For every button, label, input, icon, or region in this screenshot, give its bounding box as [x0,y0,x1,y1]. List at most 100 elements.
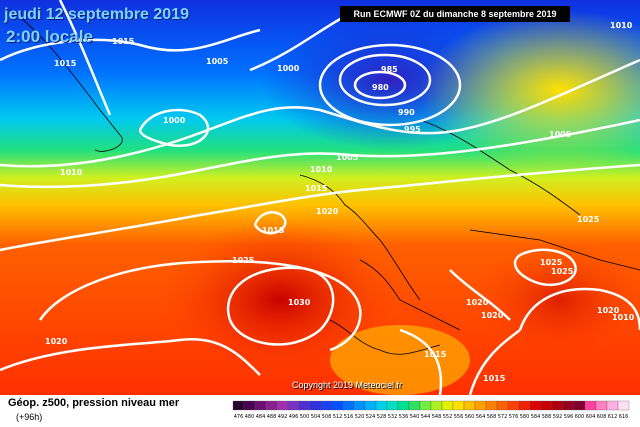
legend-swatch [518,400,531,411]
legend-label: 484 [256,414,266,420]
legend-label: 596 [564,414,574,420]
legend-label: 616 [619,414,629,420]
isobar-label: 1015 [112,37,135,46]
legend-label: 568 [487,414,497,420]
legend-swatch [331,400,344,411]
legend-swatch [573,400,586,411]
isobar-label: 1020 [597,306,620,315]
legend-swatch [408,400,421,411]
legend-swatch [232,400,245,411]
legend-swatch [386,400,399,411]
isobar-label: 1005 [206,57,229,66]
legend-swatch [254,400,267,411]
coastlines [9,9,640,355]
legend-label: 508 [322,414,332,420]
legend-swatch [419,400,432,411]
isobar-label: 1020 [481,311,504,320]
legend-swatch [463,400,476,411]
isobar-label: 980 [372,83,389,92]
legend-swatch [353,400,366,411]
legend-label: 524 [366,414,376,420]
isobar-label: 1025 [540,258,563,267]
legend-label: 532 [388,414,398,420]
legend-swatch [397,400,410,411]
color-legend: 476 480 484 488 492 496 500 504 508 512 516 520 524 5… [232,400,630,420]
isobar-label: 1025 [232,256,255,265]
legend-label: 520 [355,414,365,420]
legend-swatch [496,400,509,411]
isobar-label: 1000 [277,64,300,73]
isobar-label: 1015 [483,374,506,383]
isobar-label: 1005 [336,153,359,162]
isobar-label: 1015 [262,226,285,235]
footer: Géop. z500, pression niveau mer (+96h) 4… [0,395,640,427]
forecast-time: 2:00 locale [6,27,93,46]
legend-swatch [265,400,278,411]
legend-swatch [584,400,597,411]
legend-swatch [298,400,311,411]
legend-swatch [452,400,465,411]
legend-swatch [287,400,300,411]
legend-swatch [441,400,454,411]
isobar-label: 1020 [466,298,489,307]
legend-label: 516 [344,414,354,420]
legend-label: 552 [443,414,453,420]
isobar-label: 1010 [60,168,83,177]
isobar-label: 995 [404,125,421,134]
legend-label: 584 [531,414,541,420]
isobar-labels: 1015 1015 1005 1000 985 980 990 995 1000… [45,21,635,383]
legend-label: 560 [465,414,475,420]
isobar-label: 1015 [424,350,447,359]
legend-label: 512 [333,414,343,420]
legend-label: 528 [377,414,387,420]
isobar-label: 1020 [45,337,68,346]
legend-label: 548 [432,414,442,420]
legend-label: 492 [278,414,288,420]
legend-swatch [320,400,333,411]
legend-label: 480 [245,414,255,420]
legend-label: 604 [586,414,596,420]
isobar-label: 1010 [310,165,333,174]
run-info: Run ECMWF 0Z du dimanche 8 septembre 201… [340,6,570,22]
legend-swatch [606,400,619,411]
isobar-label: 990 [398,108,415,117]
legend-label: 572 [498,414,508,420]
isobar-label: 1015 [305,184,328,193]
forecast-offset: (+96h) [16,412,43,422]
legend-swatch [617,400,630,411]
forecast-date: jeudi 12 septembre 2019 [4,6,189,23]
legend-swatch [507,400,520,411]
legend-swatch [540,400,553,411]
isobar-label: 1025 [551,267,574,276]
legend-label: 536 [399,414,409,420]
legend-label: 488 [267,414,277,420]
legend-label: 592 [553,414,563,420]
legend-label: 564 [476,414,486,420]
legend-label: 608 [597,414,607,420]
isobars [0,0,640,395]
legend-swatch [309,400,322,411]
legend-label: 556 [454,414,464,420]
isobar-label: 1000 [163,116,186,125]
legend-label: 496 [289,414,299,420]
legend-label: 504 [311,414,321,420]
legend-label: 500 [300,414,310,420]
isobar-label: 1030 [288,298,311,307]
legend-swatch [474,400,487,411]
legend-swatch [243,400,256,411]
legend-label: 612 [608,414,618,420]
legend-swatch [364,400,377,411]
legend-swatch [342,400,355,411]
legend-label: 576 [509,414,519,420]
legend-label: 580 [520,414,530,420]
legend-label: 540 [410,414,420,420]
legend-swatch [529,400,542,411]
legend-label: 544 [421,414,431,420]
weather-map: 1015 1015 1005 1000 985 980 990 995 1000… [0,0,640,395]
isobar-label: 1010 [610,21,633,30]
legend-swatch [485,400,498,411]
legend-swatch [375,400,388,411]
legend-swatch [551,400,564,411]
copyright: Copyright 2019 Meteociel.fr [292,380,403,390]
isobar-label: 1015 [54,59,77,68]
